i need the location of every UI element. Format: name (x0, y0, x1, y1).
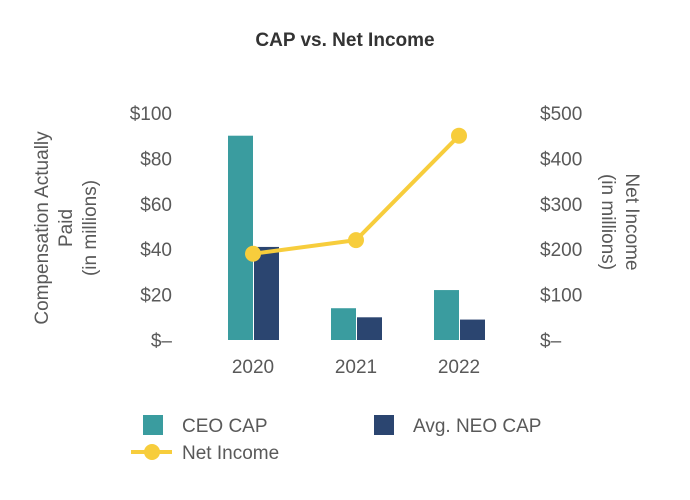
legend-ceo-cap-swatch (143, 415, 163, 435)
left-axis-tick-label: $– (151, 331, 173, 352)
legend-net-income-label: Net Income (182, 443, 279, 464)
legend-neo-cap-label: Avg. NEO CAP (413, 416, 541, 437)
left-axis-tick-label: $80 (140, 149, 172, 170)
net-income-marker-2022 (451, 127, 467, 144)
legend-ceo-cap-label: CEO CAP (182, 416, 268, 437)
x-axis-tick-label: 2020 (232, 357, 274, 378)
ceo-cap-bar-2021 (331, 308, 356, 340)
neo-cap-bar-2020 (254, 246, 279, 340)
right-axis-tick-label: $– (540, 331, 562, 352)
left-axis-tick-label: $60 (140, 195, 172, 216)
right-axis-tick-label: $400 (540, 149, 582, 170)
x-axis-tick-label: 2022 (438, 357, 480, 378)
left-axis-title-line: Paid (56, 209, 77, 247)
left-axis-title: Compensation Actually Paid (in millions) (32, 131, 101, 325)
left-axis-title-line: Compensation Actually (32, 131, 53, 325)
left-axis-title-line: (in millions) (80, 180, 101, 276)
neo-cap-bar-2022 (460, 319, 485, 340)
x-axis-tick-label: 2021 (335, 357, 377, 378)
right-axis-tick-label: $500 (540, 104, 582, 125)
net-income-marker-2020 (245, 245, 261, 262)
chart-title: CAP vs. Net Income (255, 30, 434, 51)
net-income-marker-2021 (348, 232, 364, 249)
right-axis-title: Net Income(in millions) (597, 173, 642, 270)
neo-cap-bar-2021 (357, 317, 382, 340)
left-axis-tick-label: $100 (130, 104, 172, 125)
left-axis-tick-label: $40 (140, 240, 172, 261)
right-axis-title-line: (in millions) (597, 174, 618, 270)
legend-neo-cap-swatch (374, 415, 394, 435)
ceo-cap-bar-2022 (434, 290, 459, 340)
right-axis-tick-label: $100 (540, 286, 582, 307)
right-axis-title-line: Net Income (621, 173, 642, 270)
ceo-cap-bar-2020 (228, 135, 253, 340)
right-axis-tick-label: $300 (540, 195, 582, 216)
right-axis-tick-label: $200 (540, 240, 582, 261)
left-axis-tick-label: $20 (140, 286, 172, 307)
legend-net-income-marker (144, 444, 160, 460)
